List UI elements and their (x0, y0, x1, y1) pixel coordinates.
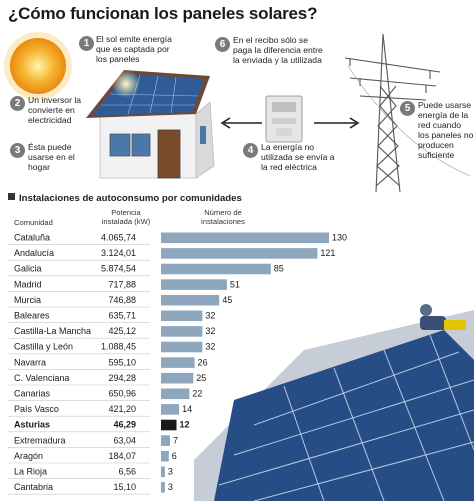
bar (161, 357, 195, 368)
bar (161, 466, 165, 478)
bullet-square-icon (8, 193, 15, 200)
bar-value-label: 22 (192, 389, 202, 399)
solar-illustration (4, 32, 471, 192)
bar (161, 419, 177, 431)
category-label: C. Valenciana (14, 373, 69, 383)
category-label: Cantabria (14, 482, 53, 492)
category-label: Aragón (14, 451, 43, 461)
potencia-value: 421,20 (108, 404, 136, 414)
potencia-value: 650,96 (108, 389, 136, 399)
bar-value-label: 26 (198, 357, 208, 367)
step-3-number: 3 (10, 143, 25, 158)
potencia-value: 717,88 (108, 279, 136, 289)
potencia-value: 425,12 (108, 326, 136, 336)
power-pylon-icon (344, 33, 471, 192)
worker-figure (420, 304, 466, 330)
flow-arrows (220, 117, 360, 129)
bar (161, 482, 165, 493)
step-5-number: 5 (400, 101, 415, 116)
sun-icon (4, 32, 72, 100)
step-5-text: Puede usarse energía de la red cuando lo… (418, 100, 474, 160)
potencia-value: 595,10 (108, 357, 136, 367)
rooftop-solar-photo (194, 290, 474, 501)
category-label: Baleares (14, 311, 50, 321)
house-icon (86, 70, 215, 179)
step-2-text: Un inversor la convierte en electricidad (28, 95, 82, 125)
bar-value-label: 3 (168, 467, 173, 477)
column-header-potencia: Potencia instalada (kW) (101, 208, 151, 226)
potencia-value: 46,29 (113, 420, 136, 430)
category-label: Castilla y León (14, 342, 73, 352)
category-label: Madrid (14, 279, 42, 289)
bar (161, 388, 190, 400)
bar-value-label: 51 (230, 279, 240, 289)
bar-value-label: 85 (274, 264, 284, 274)
electric-meter-icon (265, 95, 303, 143)
column-header-instalaciones: Número de instalaciones (201, 208, 245, 226)
step-4-text: La energía no utilizada se envía a la re… (261, 142, 335, 172)
potencia-value: 15,10 (113, 482, 136, 492)
page-title: ¿Cómo funcionan los paneles solares? (8, 4, 318, 23)
bar (161, 232, 329, 244)
bar-value-label: 3 (168, 482, 173, 492)
potencia-value: 63,04 (113, 435, 136, 445)
potencia-value: 5.874,54 (101, 264, 136, 274)
potencia-value: 294,28 (108, 373, 136, 383)
bar-value-label: 14 (182, 404, 192, 414)
bar (161, 450, 169, 462)
step-1-number: 1 (79, 36, 94, 51)
potencia-value: 184,07 (108, 451, 136, 461)
step-4-number: 4 (243, 143, 258, 158)
potencia-value: 4.065,74 (101, 233, 136, 243)
category-label: Navarra (14, 357, 46, 367)
bar-value-label: 7 (173, 435, 178, 445)
bar (161, 435, 170, 446)
category-label: La Rioja (14, 467, 47, 477)
chart-title: Instalaciones de autoconsumo por comunid… (8, 193, 242, 204)
bar-value-label: 12 (180, 420, 190, 430)
step-2-number: 2 (10, 96, 25, 111)
bar-value-label: 130 (332, 233, 347, 243)
bar (161, 279, 227, 290)
bar-value-label: 121 (320, 248, 335, 258)
bar (161, 326, 203, 337)
column-header-comunidad: Comunidad (14, 218, 53, 227)
potencia-value: 1.088,45 (101, 342, 136, 352)
category-label: Extremadura (14, 435, 66, 445)
step-1-text: El sol emite energía que es captada por … (96, 34, 172, 64)
category-label: Asturias (14, 420, 50, 430)
step-6-number: 6 (215, 37, 230, 52)
potencia-value: 6,56 (118, 467, 136, 477)
bar (161, 404, 180, 415)
bar (161, 294, 220, 306)
bar-value-label: 6 (172, 451, 177, 461)
bar (161, 341, 203, 353)
bar-value-label: 32 (205, 342, 215, 352)
bar-value-label: 32 (205, 311, 215, 321)
bar-value-label: 45 (222, 295, 232, 305)
bar (161, 310, 203, 322)
potencia-value: 3.124,01 (101, 248, 136, 258)
instalaciones-chart: Cataluña 4.065,74 130 Andalucía 3.124,01 121 G… (8, 232, 347, 495)
bar (161, 263, 271, 275)
category-label: Castilla-La Mancha (14, 326, 91, 336)
bar (161, 372, 194, 384)
category-label: Galicia (14, 264, 42, 274)
potencia-value: 635,71 (108, 311, 136, 321)
step-3-text: Ésta puede usarse en el hogar (28, 142, 75, 172)
category-label: País Vasco (14, 404, 59, 414)
step-6-text: En el recibo sólo se paga la diferencia … (233, 35, 323, 65)
category-label: Cataluña (14, 233, 50, 243)
category-label: Andalucía (14, 248, 54, 258)
bar-value-label: 32 (205, 326, 215, 336)
category-label: Murcia (14, 295, 41, 305)
potencia-value: 746,88 (108, 295, 136, 305)
bar-value-label: 25 (196, 373, 206, 383)
bar (161, 248, 318, 259)
category-label: Canarias (14, 389, 51, 399)
